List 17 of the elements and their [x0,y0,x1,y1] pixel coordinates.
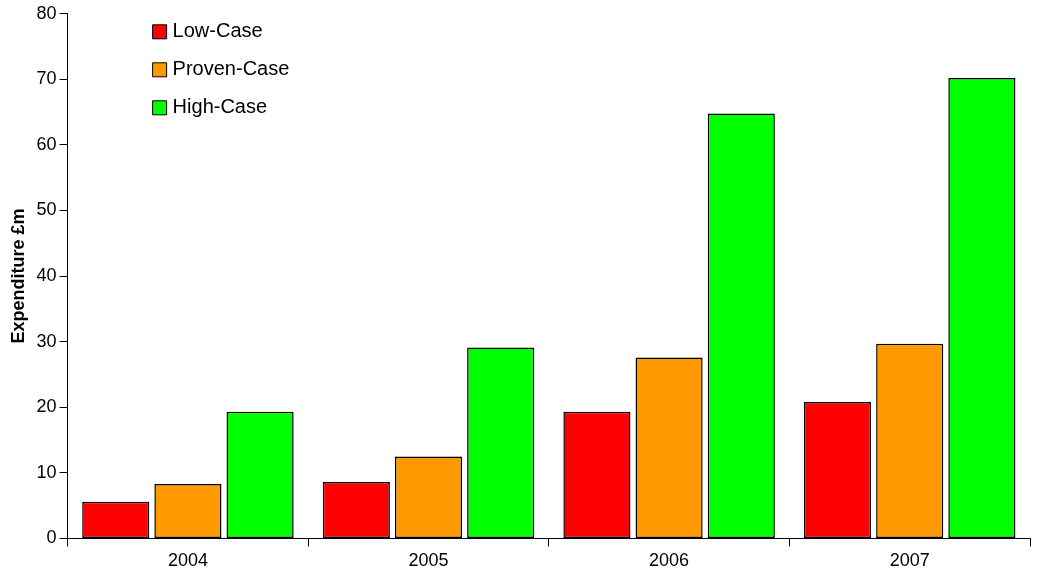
legend-label: High-Case [172,95,268,118]
y-tick-label: 40 [36,265,57,286]
x-tick-label: 2005 [408,550,449,571]
y-tick-label: 70 [36,68,57,89]
y-tick-label: 60 [36,133,57,154]
y-tick-label: 50 [36,199,57,220]
y-tick-label: 30 [36,330,57,351]
legend-label: Low-Case [172,19,263,42]
y-tick-label: 20 [36,396,57,417]
x-tick-label: 2004 [167,550,208,571]
x-tick-label: 2007 [889,550,930,571]
y-axis-title: Expenditure £m [7,208,28,344]
legend-label: Proven-Case [172,57,290,80]
y-tick-label: 80 [36,2,57,23]
y-tick-label: 10 [36,461,57,482]
y-tick-label: 0 [46,527,57,548]
x-tick-label: 2006 [649,550,690,571]
